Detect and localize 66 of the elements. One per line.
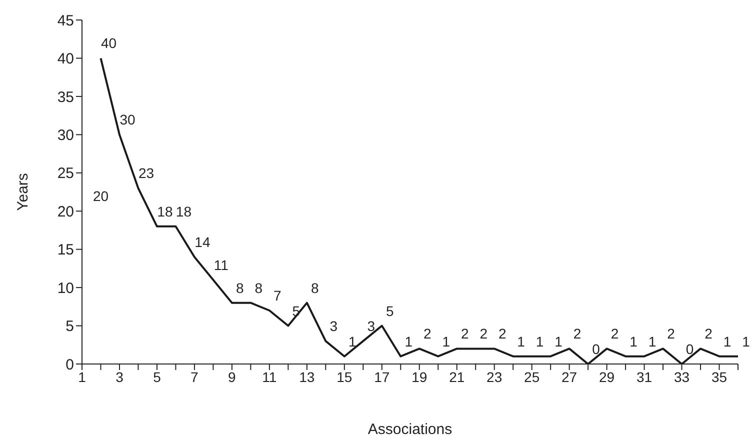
data-label: 2 (610, 326, 619, 342)
data-label: 3 (330, 318, 338, 334)
x-tick-label: 3 (116, 368, 124, 385)
x-tick-label: 31 (636, 368, 652, 385)
data-label: 14 (194, 234, 210, 250)
data-label: 1 (517, 333, 526, 350)
data-label: 18 (176, 203, 192, 220)
data-label: 3 (367, 318, 376, 334)
data-label: 1 (723, 333, 732, 350)
data-label: 18 (157, 203, 173, 220)
data-label: 2 (704, 326, 713, 342)
data-label: 40 (100, 35, 117, 52)
y-tick-label: 30 (57, 126, 74, 144)
data-label: 1 (742, 333, 750, 350)
x-tick-label: 21 (449, 368, 465, 385)
x-tick-label: 17 (374, 368, 390, 385)
y-tick-label: 25 (57, 165, 74, 182)
x-tick-label: 13 (299, 368, 315, 385)
y-tick-label: 35 (57, 88, 74, 106)
data-label: 8 (236, 280, 244, 296)
y-tick-label: 45 (57, 12, 74, 30)
data-label: 2 (423, 326, 432, 342)
x-tick-label: 1 (78, 368, 86, 385)
y-tick-label: 5 (66, 318, 74, 336)
data-label: 0 (686, 341, 694, 357)
x-tick-label: 25 (524, 368, 540, 385)
data-label: 2 (667, 326, 676, 342)
data-label: 30 (120, 112, 136, 128)
x-tick-label: 15 (336, 368, 352, 385)
data-label: 5 (386, 302, 394, 319)
x-tick-label: 19 (412, 368, 428, 385)
x-tick-label: 27 (562, 368, 578, 385)
data-label: 8 (311, 280, 320, 296)
x-axis-title: Associations (368, 421, 452, 438)
x-tick-label: 33 (674, 368, 690, 385)
data-label: 2 (498, 326, 506, 342)
data-label: 2 (460, 326, 469, 342)
y-tick-label: 0 (66, 356, 74, 374)
data-label: 0 (592, 341, 600, 357)
data-label: 1 (348, 333, 356, 350)
x-tick-label: 9 (228, 368, 236, 385)
y-tick-label: 10 (57, 280, 74, 297)
data-label: 7 (274, 287, 282, 304)
data-label: 1 (630, 333, 638, 350)
data-label: 23 (138, 165, 154, 182)
y-tick-label: 15 (57, 242, 74, 259)
data-label: 8 (254, 280, 263, 296)
data-label: 1 (648, 333, 656, 350)
x-tick-label: 35 (711, 368, 728, 385)
y-axis-title: Years (14, 173, 32, 211)
x-tick-label: 5 (153, 368, 162, 385)
x-tick-label: 29 (599, 368, 615, 385)
x-tick-label: 23 (486, 368, 502, 385)
y-tick-label: 20 (57, 203, 74, 220)
y-tick-label: 40 (57, 50, 74, 68)
data-label: 2 (480, 326, 488, 342)
data-label: 1 (404, 333, 413, 350)
data-label: 1 (536, 333, 544, 350)
x-tick-label: 7 (190, 368, 199, 385)
data-label: 5 (292, 302, 300, 319)
data-label: 1 (442, 333, 450, 350)
annotation: 20 (92, 188, 109, 204)
data-label: 2 (573, 326, 582, 342)
data-label: 11 (214, 256, 229, 273)
x-tick-label: 11 (262, 368, 277, 385)
data-label: 1 (554, 333, 563, 350)
